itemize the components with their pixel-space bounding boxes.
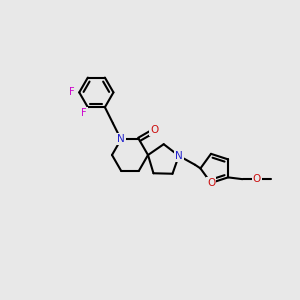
Text: O: O bbox=[253, 174, 261, 184]
Text: O: O bbox=[207, 178, 215, 188]
Text: N: N bbox=[117, 134, 125, 144]
Text: N: N bbox=[175, 151, 183, 161]
Text: O: O bbox=[151, 125, 159, 135]
Text: F: F bbox=[69, 87, 75, 98]
Text: F: F bbox=[82, 108, 87, 118]
